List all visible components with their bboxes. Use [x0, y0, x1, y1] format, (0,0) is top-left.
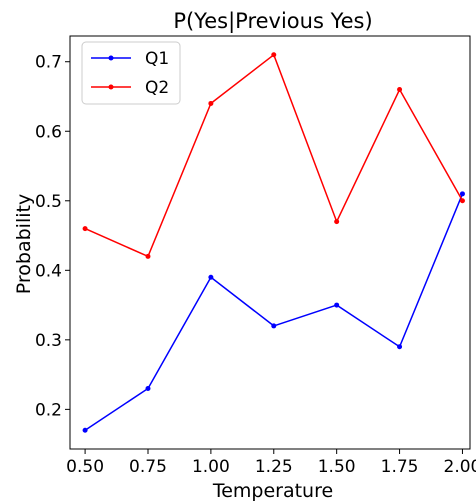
y-axis-ticks: 0.2 0.3 0.4 0.5 0.6 0.7	[35, 53, 70, 420]
legend-label-q1: Q1	[145, 49, 169, 69]
data-point-q1	[459, 191, 465, 197]
data-point-q2	[145, 253, 151, 259]
data-point-q2	[208, 100, 214, 106]
x-tick-label: 0.50	[66, 457, 104, 477]
legend-label-q2: Q2	[145, 78, 169, 98]
plot-area-frame	[69, 35, 471, 450]
y-tick-label: 0.2	[35, 400, 62, 420]
data-point-q2	[82, 226, 88, 232]
y-tick-label: 0.7	[35, 53, 62, 73]
y-tick-label: 0.3	[35, 331, 62, 351]
legend: Q1 Q2	[81, 41, 181, 105]
y-tick-label: 0.6	[35, 122, 62, 142]
data-point-q2	[271, 52, 277, 58]
data-point-q1	[82, 427, 88, 433]
x-tick-label: 1.25	[255, 457, 293, 477]
x-tick-label: 1.50	[318, 457, 356, 477]
y-axis-label: Probability	[13, 194, 35, 294]
data-point-q1	[145, 386, 151, 392]
x-tick-label: 1.75	[381, 457, 419, 477]
data-point-q1	[208, 274, 214, 280]
data-point-q2	[334, 219, 340, 225]
y-tick-label: 0.5	[35, 192, 62, 212]
x-tick-label: 2.00	[444, 457, 476, 477]
data-point-q2	[459, 198, 465, 204]
data-point-q2	[397, 87, 403, 93]
x-axis-label: Temperature	[212, 480, 333, 502]
series-layer	[82, 52, 465, 433]
x-tick-label: 1.00	[192, 457, 230, 477]
x-axis-ticks: 0.50 0.75 1.00 1.25 1.50 1.75 2.00	[66, 449, 476, 477]
series-line-q1	[84, 193, 464, 431]
data-point-q1	[334, 302, 340, 308]
data-point-q1	[397, 344, 403, 350]
y-tick-label: 0.4	[35, 261, 62, 281]
chart-title: P(Yes|Previous Yes)	[173, 9, 372, 34]
data-point-q1	[271, 323, 277, 329]
x-tick-label: 0.75	[129, 457, 167, 477]
legend-marker-q1	[108, 55, 114, 61]
legend-marker-q2	[108, 84, 114, 90]
